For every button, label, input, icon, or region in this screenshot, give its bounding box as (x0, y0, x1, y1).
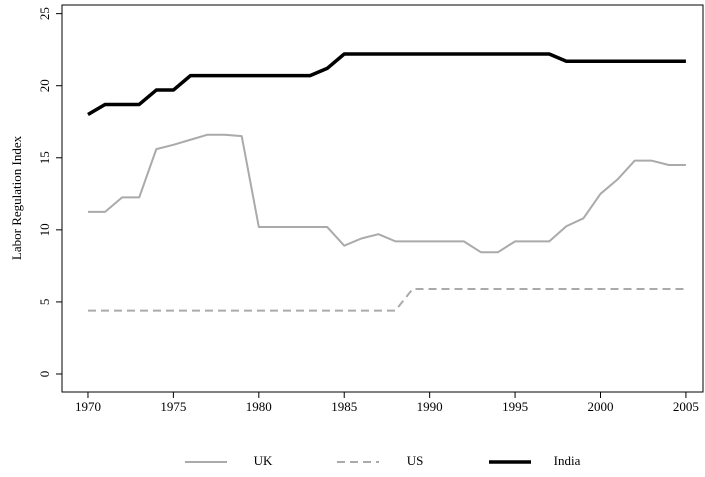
legend-label: UK (254, 453, 273, 468)
y-tick-label: 15 (37, 151, 52, 164)
plot-frame (61, 4, 704, 393)
y-tick-label: 20 (37, 79, 52, 92)
x-tick-label: 1985 (331, 399, 357, 414)
x-tick-label: 1995 (502, 399, 528, 414)
x-tick-label: 1975 (160, 399, 186, 414)
x-tick-label: 2005 (673, 399, 699, 414)
x-tick-label: 2000 (587, 399, 613, 414)
series-line (87, 133, 686, 254)
y-tick-label: 25 (37, 7, 52, 20)
x-tick-label: 1990 (417, 399, 443, 414)
series-line (87, 52, 686, 117)
y-tick-label: 10 (37, 223, 52, 236)
x-tick-label: 1970 (75, 399, 101, 414)
y-tick-label: 0 (37, 371, 52, 378)
legend-label: India (554, 453, 581, 468)
series-line (87, 287, 686, 312)
y-tick-label: 5 (37, 299, 52, 306)
x-tick-label: 1980 (246, 399, 272, 414)
y-axis-label: Labor Regulation Index (9, 135, 24, 260)
legend-label: US (407, 453, 424, 468)
